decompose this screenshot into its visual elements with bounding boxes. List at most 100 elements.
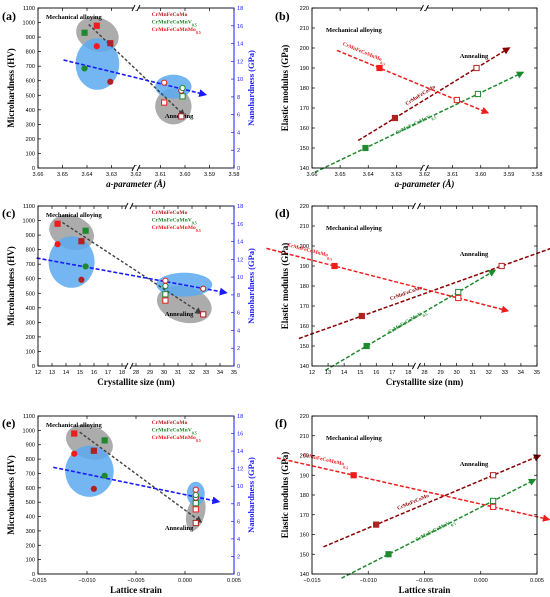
legend-entry: CrMnFeCoMnMo0.5 [152, 435, 201, 443]
nanohardness-point [101, 472, 108, 479]
y-axis-title: Elastic modulus (GPa) [280, 45, 290, 132]
microhardness-point [107, 40, 114, 47]
y-tick-label: 190 [300, 264, 309, 270]
y-tick-label: 180 [300, 284, 309, 290]
x-tick-label: 0.000 [178, 578, 192, 584]
x-tick-label: −0.010 [360, 578, 377, 584]
elastic-trend-arrow [325, 269, 497, 371]
trend-label: CrMnFeCoMnV0.5 [395, 112, 437, 137]
y-tick-label: 150 [300, 552, 309, 558]
modulus-point [455, 294, 462, 302]
microhardness-point [200, 311, 207, 318]
modulus-point [358, 312, 365, 320]
x-tick-label: 17 [389, 370, 395, 376]
x-tick-label: 3.59 [204, 172, 215, 178]
x-tick-label: 33 [203, 370, 209, 376]
x-tick-label: 29 [147, 370, 153, 376]
elastic-trend-arrow [298, 247, 550, 340]
nanohardness-point [78, 276, 85, 283]
x-axis-title: a-parameter (Å) [395, 179, 455, 189]
panel-label: (b) [275, 9, 290, 23]
y-tick-label: 1100 [23, 204, 35, 210]
legend-entry: CrMnFeCoMo [152, 12, 188, 18]
microhardness-point [90, 447, 97, 454]
y-tick-label: 200 [26, 543, 35, 549]
y-tick-label: 200 [300, 46, 309, 52]
legend-entry: CrMnFeCoMnV0.5 [152, 428, 197, 436]
y2-tick-label: 18 [237, 414, 243, 420]
y2-tick-label: 12 [237, 59, 243, 65]
nanohardness-point [179, 84, 186, 92]
microhardness-point [161, 99, 168, 106]
y2-tick-label: 12 [237, 467, 243, 473]
x-tick-label: −0.015 [29, 578, 46, 584]
y-tick-label: 1100 [23, 6, 35, 12]
panel-3: CrMnFeCoMoCrMnFeCoMnV0.5CrMnFeCoMnMo0.51… [266, 202, 550, 387]
microhardness-point [192, 506, 199, 513]
y2-tick-label: 6 [237, 113, 240, 119]
y-tick-label: 1000 [23, 428, 35, 434]
x-tick-label: 0.005 [227, 578, 241, 584]
nanohardness-point [162, 282, 169, 290]
x-tick-label: 3.62 [419, 172, 430, 178]
y-tick-label: 700 [26, 262, 35, 268]
axis-break-mark [124, 202, 129, 210]
modulus-point [331, 262, 338, 270]
annotation-mechanical: Mechanical alloying [326, 435, 383, 442]
y2-axis-title: Nanohardness (GPa) [246, 457, 256, 533]
nanohardness-point [82, 263, 89, 270]
plot-frame [37, 7, 235, 169]
y-tick-label: 300 [26, 529, 35, 535]
annotation-annealing: Annealing [460, 251, 489, 258]
y-tick-label: 160 [300, 324, 309, 330]
x-tick-label: 3.66 [33, 172, 44, 178]
microhardness-point [162, 291, 169, 298]
y2-tick-label: 18 [237, 6, 243, 12]
y-tick-label: 100 [26, 151, 35, 157]
axis-break-mark [131, 4, 136, 12]
axis-break-mark [131, 164, 136, 172]
x-tick-label: 3.65 [57, 172, 68, 178]
x-tick-label: 18 [119, 370, 125, 376]
x-tick-label: 3.62 [131, 172, 142, 178]
x-tick-label: 3.66 [307, 172, 318, 178]
annotation-mechanical: Mechanical alloying [46, 212, 103, 219]
annotation-mechanical: Mechanical alloying [46, 422, 103, 429]
modulus-point [490, 472, 497, 479]
panel-5: CrMnFeCoMoCrMnFeCoMnV0.5CrMnFeCoMnMo0.5−… [275, 414, 550, 595]
y2-tick-label: 2 [237, 554, 240, 560]
blue-ellipse-ma [65, 445, 114, 497]
annotation-mechanical: Mechanical alloying [326, 27, 383, 34]
x-tick-label: 12 [35, 370, 41, 376]
modulus-point [474, 90, 482, 98]
y-tick-label: 0 [32, 364, 35, 370]
gray-trend-arrow [79, 431, 203, 523]
microhardness-point [82, 227, 89, 234]
x-tick-label: −0.015 [303, 578, 320, 584]
annotation-annealing: Annealing [460, 461, 489, 468]
modulus-point [455, 288, 462, 296]
y2-tick-label: 14 [237, 240, 243, 246]
panel-label: (e) [2, 416, 15, 430]
elastic-trend-arrow [341, 478, 537, 579]
y-tick-label: 500 [26, 93, 35, 99]
axis-break-mark [425, 164, 429, 172]
microhardness-point [71, 430, 78, 437]
nanohardness-point [71, 450, 78, 457]
nanohardness-point [162, 277, 169, 284]
x-tick-label: 28 [421, 370, 427, 376]
x-tick-label: 30 [454, 370, 460, 376]
y-tick-label: 190 [300, 473, 309, 479]
y2-tick-label: 10 [237, 77, 243, 83]
y2-tick-label: 4 [237, 130, 240, 136]
y-tick-label: 700 [26, 471, 35, 477]
nanohardness-point [200, 285, 207, 292]
x-tick-label: 0.005 [530, 578, 544, 584]
legend-entry: CrMnFeCoMnMo0.5 [152, 27, 201, 35]
x-tick-label: 29 [437, 370, 443, 376]
x-tick-label: 15 [357, 370, 363, 376]
axis-break-mark [124, 362, 129, 370]
y2-axis-title: Nanohardness (GPa) [246, 50, 256, 126]
panel-1: CrMnFeCoMoCrMnFeCoMnV0.5CrMnFeCoMnMo0.53… [275, 4, 542, 189]
